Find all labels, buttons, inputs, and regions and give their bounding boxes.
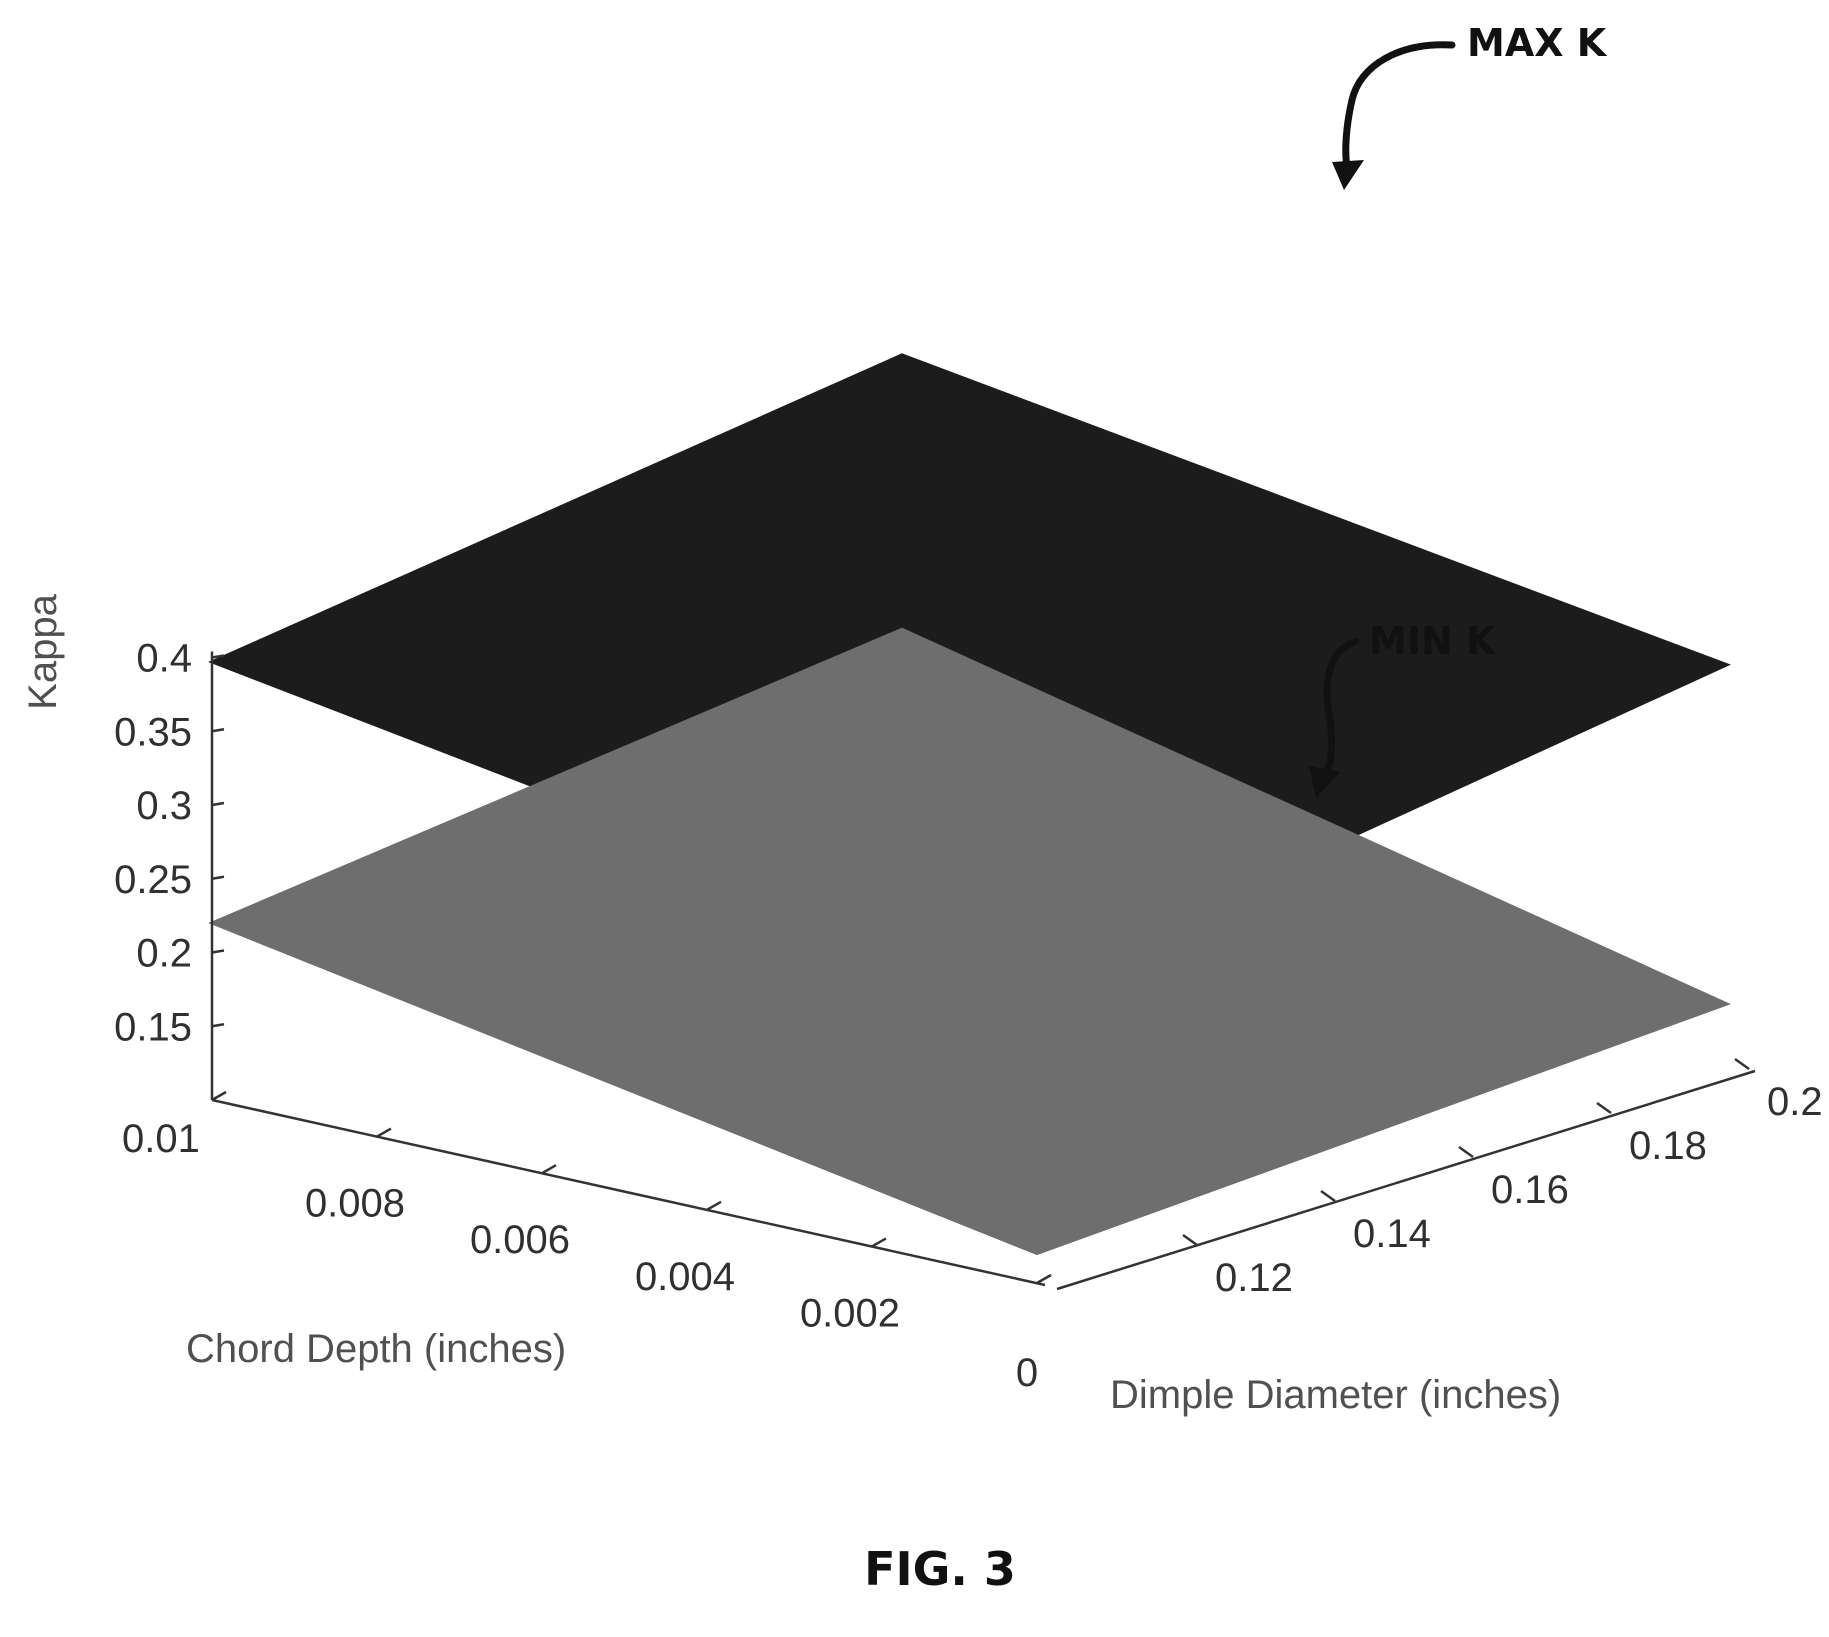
y-tick-mark — [1320, 1189, 1336, 1203]
y-tick-mark — [1182, 1233, 1198, 1247]
z-tick-mark — [211, 875, 225, 880]
annotations: MAX K MIN K — [1309, 21, 1608, 798]
x-tick-mark — [1036, 1273, 1052, 1285]
z-tick-label: 0.35 — [114, 710, 192, 754]
min-k-arrow — [1321, 637, 1360, 782]
z-tick-label: 0.2 — [136, 932, 192, 976]
max-k-arrow — [1342, 41, 1456, 176]
x-tick-mark — [871, 1237, 887, 1248]
x-tick-label: 0.008 — [305, 1182, 405, 1226]
min-k-arrowhead — [1309, 766, 1340, 798]
z-tick-mark — [211, 1023, 225, 1028]
x-tick-label: 0.01 — [122, 1117, 200, 1161]
y-tick-mark — [1596, 1101, 1612, 1115]
y-tick-label: 0.2 — [1767, 1080, 1823, 1124]
x-tick-label: 0.002 — [800, 1291, 900, 1335]
z-tick-mark — [211, 949, 225, 954]
x-axis-line — [211, 1098, 1046, 1287]
surfaces — [208, 353, 1731, 1256]
max-k-arrowhead — [1332, 160, 1364, 190]
x-tick-mark — [211, 1090, 227, 1102]
ticks: 0.15 0.2 0.25 0.3 0.35 0.4 0.01 0.008 0.006 0.004… — [114, 637, 1822, 1396]
x-tick-label: 0.004 — [635, 1255, 735, 1299]
y-tick-label: 0.16 — [1491, 1168, 1569, 1212]
x-axis-label: Chord Depth (inches) — [186, 1327, 566, 1371]
z-tick-mark — [211, 728, 225, 733]
figure-caption: FIG. 3 — [864, 1542, 1016, 1596]
y-axis-line — [1056, 1069, 1756, 1291]
z-axis-label: Kappa — [21, 593, 65, 709]
x-tick-mark — [541, 1164, 557, 1175]
y-tick-mark — [1734, 1057, 1750, 1071]
y-tick-mark — [1458, 1145, 1474, 1159]
x-tick-label: 0.006 — [470, 1218, 570, 1262]
x-tick-mark — [706, 1200, 722, 1211]
max-k-annotation: MAX K — [1467, 21, 1608, 65]
y-tick-label: 0.18 — [1629, 1124, 1707, 1168]
z-tick-mark — [211, 654, 225, 659]
z-tick-label: 0.4 — [136, 637, 192, 681]
min-k-annotation: MIN K — [1369, 619, 1497, 663]
y-axis-label: Dimple Diameter (inches) — [1110, 1373, 1561, 1417]
x-tick-label: 0 — [1016, 1351, 1038, 1395]
z-tick-label: 0.25 — [114, 858, 192, 902]
z-tick-mark — [211, 801, 225, 807]
z-tick-label: 0.15 — [114, 1005, 192, 1049]
y-tick-label: 0.12 — [1215, 1256, 1293, 1300]
y-tick-label: 0.14 — [1353, 1212, 1431, 1256]
surface-min-k — [208, 627, 1731, 1256]
z-tick-label: 0.3 — [136, 784, 192, 828]
x-tick-mark — [376, 1127, 392, 1138]
